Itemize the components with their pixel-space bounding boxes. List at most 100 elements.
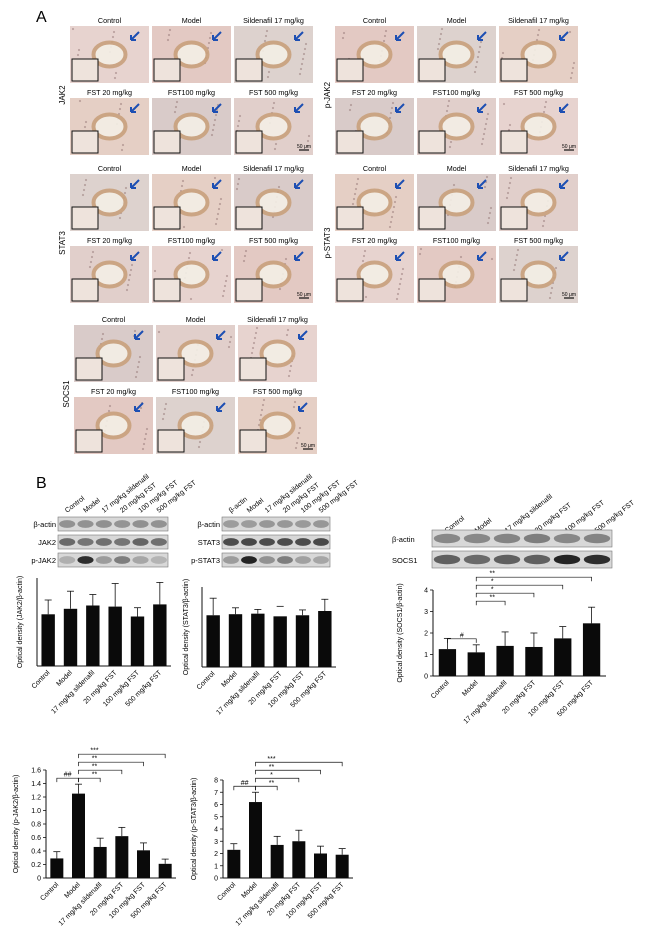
bar: [50, 858, 64, 878]
bar: [270, 844, 284, 878]
histology-group-label: Control: [98, 16, 122, 25]
blot-lane-label: β-actin: [228, 496, 249, 515]
bar: [335, 854, 349, 878]
micrograph: [70, 174, 149, 231]
micrograph: [335, 26, 414, 83]
significance-bracket: [255, 761, 343, 767]
micrograph: 50 μm: [234, 246, 313, 303]
stain-label: STAT3: [58, 231, 67, 255]
blot-band: [241, 538, 257, 546]
y-tick-label: 1.0: [31, 808, 41, 815]
blot-band: [313, 520, 329, 528]
significance-bracket: [78, 753, 166, 759]
x-tick-label: Model: [63, 881, 82, 900]
arrow-icon: [212, 179, 222, 189]
significance-bracket: [78, 761, 144, 767]
histology-group-label: FST100 mg/kg: [168, 88, 215, 97]
histology-group-label: FST100 mg/kg: [168, 236, 215, 245]
significance-label: ***: [90, 748, 98, 755]
arrow-icon: [130, 179, 140, 189]
arrow-icon: [134, 330, 144, 340]
blot-band: [114, 520, 131, 528]
bar: [496, 645, 514, 676]
micrograph: 50 μm: [238, 397, 317, 454]
bar: [63, 608, 78, 666]
histology-group-label: Control: [98, 164, 122, 173]
blot-band: [523, 533, 551, 544]
scale-bar-label: 50 μm: [562, 144, 576, 150]
histology-group-label: FST 20 mg/kg: [87, 88, 132, 97]
histology-group-label: Control: [363, 16, 387, 25]
blot-band: [223, 556, 239, 564]
histology-group-label: Sildenafil 17 mg/kg: [247, 315, 308, 324]
significance-label: **: [269, 764, 275, 771]
blot-strip: [431, 529, 613, 548]
significance-label: **: [92, 756, 98, 763]
x-tick-label: Control: [196, 670, 217, 691]
bar-charts: Optical density (JAK2/β-actin)Control Mod…: [13, 571, 606, 927]
blot-band: [223, 538, 239, 546]
bar: [93, 846, 107, 878]
y-tick-label: 5: [214, 814, 218, 821]
bar-chart-jak2: Optical density (JAK2/β-actin) Control Mod…: [17, 576, 171, 715]
micrograph: [70, 26, 149, 83]
x-tick-label: Model: [55, 669, 74, 688]
histology-group-label: FST 20 mg/kg: [352, 236, 397, 245]
bar: [554, 638, 572, 676]
micrograph: [234, 174, 313, 231]
arrow-icon: [294, 31, 304, 41]
histology-panels: Control Model Sildenafil 17 mg/kg FST 20 mg…: [58, 16, 578, 454]
blot-row-label: SOCS1: [392, 556, 417, 565]
y-axis-label: Optical density (STAT3/β-actin): [183, 579, 190, 675]
blot-lane-label: Control: [64, 495, 86, 515]
micrograph: [417, 98, 496, 155]
y-tick-label: 4: [424, 588, 428, 595]
stain-label: p-STAT3: [323, 227, 332, 258]
histology-group-label: FST 500 mg/kg: [514, 88, 563, 97]
blot-band: [295, 520, 311, 528]
y-tick-label: 0.4: [31, 849, 41, 856]
arrow-icon: [477, 179, 487, 189]
micrograph: [74, 397, 153, 454]
micrograph: [335, 174, 414, 231]
blot-band: [241, 520, 257, 528]
blot-band: [114, 556, 131, 564]
arrow-icon: [216, 330, 226, 340]
histology-group-label: Sildenafil 17 mg/kg: [508, 164, 569, 173]
blot-strip: [221, 534, 331, 550]
histology-group-label: FST 20 mg/kg: [87, 236, 132, 245]
bar: [153, 604, 167, 666]
blot-row-label: β-actin: [392, 535, 415, 544]
arrow-icon: [559, 103, 569, 113]
blot-strip: [221, 552, 331, 568]
blot-strip: [221, 516, 331, 532]
blot-band: [259, 538, 275, 546]
blot-row-label: β-actin: [197, 520, 220, 529]
significance-bracket: [78, 769, 123, 775]
arrow-icon: [216, 402, 226, 412]
blot-row-label: p-STAT3: [191, 556, 220, 565]
blot-band: [77, 538, 94, 546]
blot-band: [433, 554, 461, 565]
x-tick-label: Model: [220, 670, 239, 689]
histology-group-label: FST100 mg/kg: [433, 88, 480, 97]
y-tick-label: 6: [214, 802, 218, 809]
blot-band: [523, 554, 551, 565]
panel-label-a: A: [36, 9, 47, 26]
histology-group-label: FST 500 mg/kg: [249, 236, 298, 245]
blot-band: [241, 556, 257, 564]
y-tick-label: 8: [214, 778, 218, 785]
y-tick-label: 0: [424, 674, 428, 681]
bar: [227, 849, 241, 878]
histology-group-label: FST 500 mg/kg: [253, 387, 302, 396]
scale-bar-label: 50 μm: [301, 443, 315, 449]
blot-row-label: STAT3: [198, 538, 220, 547]
bar: [273, 616, 287, 667]
bar-chart-stat3: Optical density (STAT3/β-actin) Control Mo…: [183, 579, 336, 716]
significance-label: ***: [267, 756, 275, 763]
bar: [137, 850, 150, 878]
